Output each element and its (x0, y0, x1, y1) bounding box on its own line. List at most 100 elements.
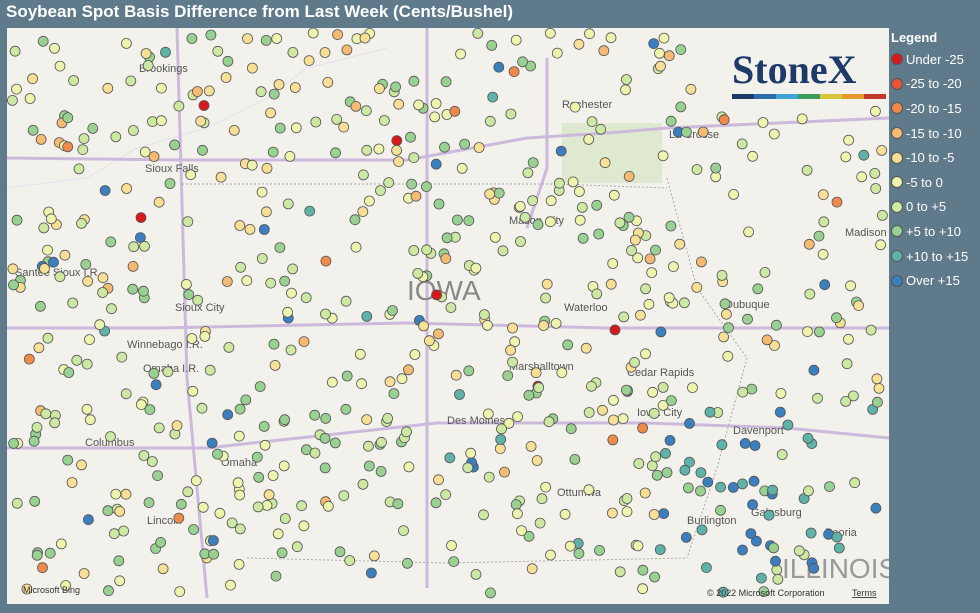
station-dot (573, 548, 585, 559)
station-dot (206, 437, 218, 449)
station-dot (221, 276, 233, 287)
station-dot (38, 222, 50, 234)
station-dot (605, 278, 617, 290)
station-dot (260, 206, 272, 218)
station-dot (384, 376, 396, 388)
station-dot (819, 279, 831, 291)
station-dot (643, 298, 655, 310)
station-dot (105, 236, 117, 248)
station-dot (287, 263, 299, 275)
station-dot (679, 297, 690, 309)
station-dot (544, 28, 556, 39)
station-dot (287, 46, 299, 58)
station-dot (150, 379, 162, 391)
station-dot (234, 403, 246, 415)
station-dot (684, 417, 695, 429)
station-dot (633, 458, 645, 469)
station-dot (758, 586, 770, 597)
station-dot (139, 240, 150, 252)
station-dot (805, 527, 817, 539)
station-dot (440, 253, 452, 265)
station-dot (845, 280, 856, 292)
station-dot (160, 46, 171, 58)
station-dot (873, 382, 885, 394)
station-dot (507, 356, 518, 368)
terms-link[interactable]: Terms (852, 588, 877, 598)
station-dot (42, 244, 53, 256)
station-dot (120, 388, 132, 400)
title: Soybean Spot Basis Difference from Last … (6, 2, 513, 21)
place-label: Davenport (733, 425, 784, 437)
legend-label: -15 to -10 (906, 125, 962, 141)
station-dot (742, 313, 753, 325)
station-dot (37, 35, 49, 47)
station-dot (116, 351, 128, 363)
station-dot (759, 266, 771, 278)
station-dot (605, 32, 617, 44)
station-dot (608, 394, 619, 406)
station-dot (350, 241, 362, 253)
station-dot (267, 146, 279, 158)
station-dot (284, 150, 296, 162)
station-dot (472, 28, 484, 39)
legend: Legend Under -25 -25 to -20 -20 to -15 -15 … (891, 30, 968, 293)
station-dot (39, 263, 50, 274)
station-dot (421, 244, 433, 256)
station-dot (125, 75, 137, 87)
station-dot (155, 115, 167, 127)
station-dot (300, 292, 312, 304)
station-dot (329, 437, 341, 449)
station-dot (270, 570, 282, 582)
station-dot (840, 151, 852, 163)
station-dot (487, 91, 499, 103)
station-dot (373, 83, 385, 94)
station-dot (349, 214, 361, 226)
station-dot (848, 390, 859, 402)
station-dot (522, 167, 534, 179)
station-dot (33, 342, 45, 354)
station-dot (843, 134, 854, 146)
station-dot (505, 344, 517, 356)
station-dot (155, 537, 167, 548)
legend-swatch (891, 77, 903, 90)
station-dot (497, 245, 509, 257)
station-dot (621, 493, 633, 504)
station-dot (675, 44, 687, 56)
station-dot (244, 223, 256, 235)
station-dot (532, 219, 544, 231)
station-dot (455, 48, 467, 60)
legend-swatch (891, 274, 903, 287)
station-dot (804, 288, 816, 300)
station-dot (440, 76, 452, 88)
station-dot (831, 531, 843, 543)
station-dot (540, 292, 551, 304)
station-dot (392, 498, 404, 510)
station-dot (489, 231, 501, 243)
station-dot (330, 147, 341, 159)
station-dot (525, 440, 537, 452)
station-dot (499, 466, 510, 478)
station-dot (695, 485, 706, 497)
place-label: Columbus (85, 437, 135, 449)
station-dot (291, 541, 303, 553)
station-dot (623, 211, 635, 223)
station-dot (545, 195, 557, 207)
station-dot (637, 583, 648, 595)
station-dot (373, 143, 385, 155)
station-dot (81, 403, 93, 415)
station-dot (747, 150, 758, 162)
station-dot (696, 524, 708, 536)
station-dot (289, 82, 301, 93)
station-dot (8, 437, 19, 449)
legend-swatch (891, 176, 903, 189)
station-dot (853, 300, 864, 312)
station-dot (403, 364, 414, 376)
station-dot (654, 544, 666, 555)
station-dot (120, 488, 132, 500)
legend-item: -15 to -10 (891, 121, 968, 146)
station-dot (484, 188, 496, 200)
station-dot (796, 113, 808, 125)
station-dot (322, 77, 334, 88)
station-dot (66, 477, 78, 488)
river (7, 47, 388, 189)
